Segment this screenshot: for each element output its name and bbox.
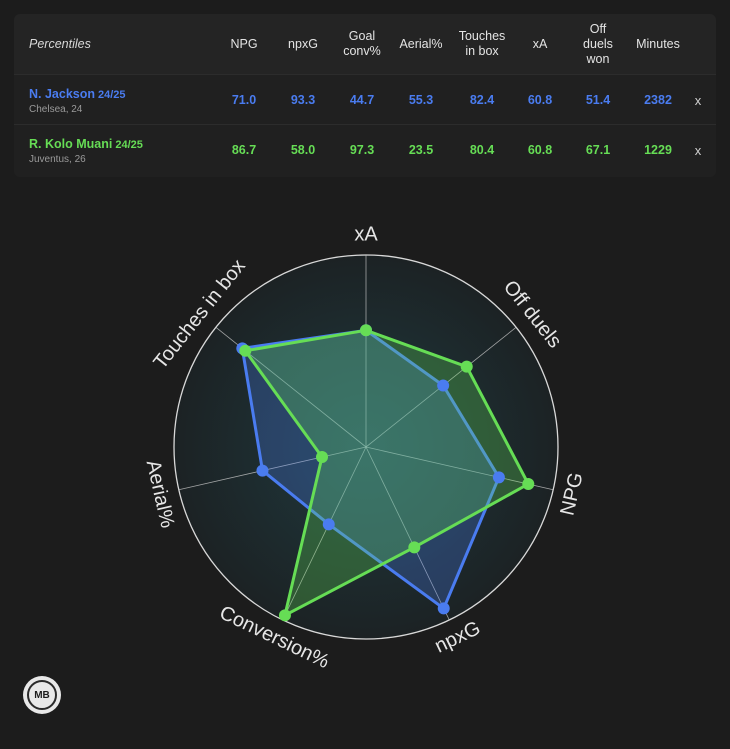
col-header-aerial[interactable]: Aerial%: [399, 36, 443, 51]
col-header-npxg[interactable]: npxG: [288, 36, 318, 51]
radar-point[interactable]: [408, 541, 421, 554]
axis-label: xA: [354, 223, 378, 245]
value-npg: 71.0: [231, 93, 257, 107]
col-header-npg[interactable]: NPG: [230, 36, 258, 51]
player-name[interactable]: N. Jackson 24/25: [29, 87, 126, 101]
value-npg: 86.7: [231, 143, 257, 157]
radar-point[interactable]: [522, 478, 535, 491]
col-header-xa[interactable]: xA: [532, 36, 548, 51]
table-header-row: Percentiles NPG npxG Goal conv% Aerial% …: [14, 14, 716, 74]
col-header-minutes[interactable]: Minutes: [636, 36, 680, 51]
radar-spoke: [282, 446, 367, 621]
radar-point[interactable]: [492, 471, 505, 484]
value-npxg: 58.0: [290, 143, 316, 157]
radar-point[interactable]: [278, 609, 291, 622]
radar-point[interactable]: [256, 464, 269, 477]
value-touches-in-box: 82.4: [469, 93, 495, 107]
radar-point[interactable]: [322, 518, 335, 531]
player-season: 24/25: [115, 139, 143, 151]
brand-logo: MB: [23, 676, 61, 714]
value-goal-conv: 97.3: [349, 143, 375, 157]
radar-series-2: [243, 328, 530, 617]
value-off-duels-won: 67.1: [585, 143, 611, 157]
player-row-2: R. Kolo Muani 24/25 Juventus, 26 86.7 58.…: [14, 124, 716, 175]
value-off-duels-won: 51.4: [585, 93, 611, 107]
value-aerial: 55.3: [408, 93, 434, 107]
value-xa: 60.8: [527, 93, 553, 107]
player-name[interactable]: R. Kolo Muani 24/25: [29, 137, 143, 151]
player-season: 24/25: [98, 89, 126, 101]
col-header-goal-conv[interactable]: Goal conv%: [343, 29, 381, 58]
radar-point[interactable]: [460, 360, 473, 373]
player-club: Juventus, 26: [29, 154, 86, 165]
value-touches-in-box: 80.4: [469, 143, 495, 157]
value-minutes: 2382: [644, 93, 672, 107]
col-header-touches-in-box[interactable]: Touches in box: [458, 29, 506, 58]
radar-point[interactable]: [437, 602, 450, 615]
axis-label: NPG: [556, 470, 587, 517]
radar-point[interactable]: [316, 451, 329, 464]
value-minutes: 1229: [644, 143, 672, 157]
table-title: Percentiles: [29, 36, 91, 51]
value-aerial: 23.5: [408, 143, 434, 157]
percentiles-table: Percentiles NPG npxG Goal conv% Aerial% …: [14, 14, 716, 177]
player-club: Chelsea, 24: [29, 104, 83, 115]
logo-mark: MB: [27, 680, 57, 710]
remove-player-button[interactable]: x: [694, 92, 702, 108]
radar-spoke: [365, 446, 554, 491]
player-row-1: N. Jackson 24/25 Chelsea, 24 71.0 93.3 44…: [14, 74, 716, 125]
remove-player-button[interactable]: x: [694, 142, 702, 158]
value-xa: 60.8: [527, 143, 553, 157]
col-header-off-duels-won[interactable]: Off duels won: [583, 21, 613, 66]
radar-point[interactable]: [437, 379, 450, 392]
axis-label: Aerial%: [142, 458, 179, 530]
radar-spoke: [365, 446, 450, 621]
value-goal-conv: 44.7: [349, 93, 375, 107]
radar-series-1: [240, 328, 501, 610]
radar-point[interactable]: [239, 344, 252, 357]
value-npxg: 93.3: [290, 93, 316, 107]
radar-point[interactable]: [360, 324, 372, 337]
radar-spoke: [178, 446, 367, 491]
